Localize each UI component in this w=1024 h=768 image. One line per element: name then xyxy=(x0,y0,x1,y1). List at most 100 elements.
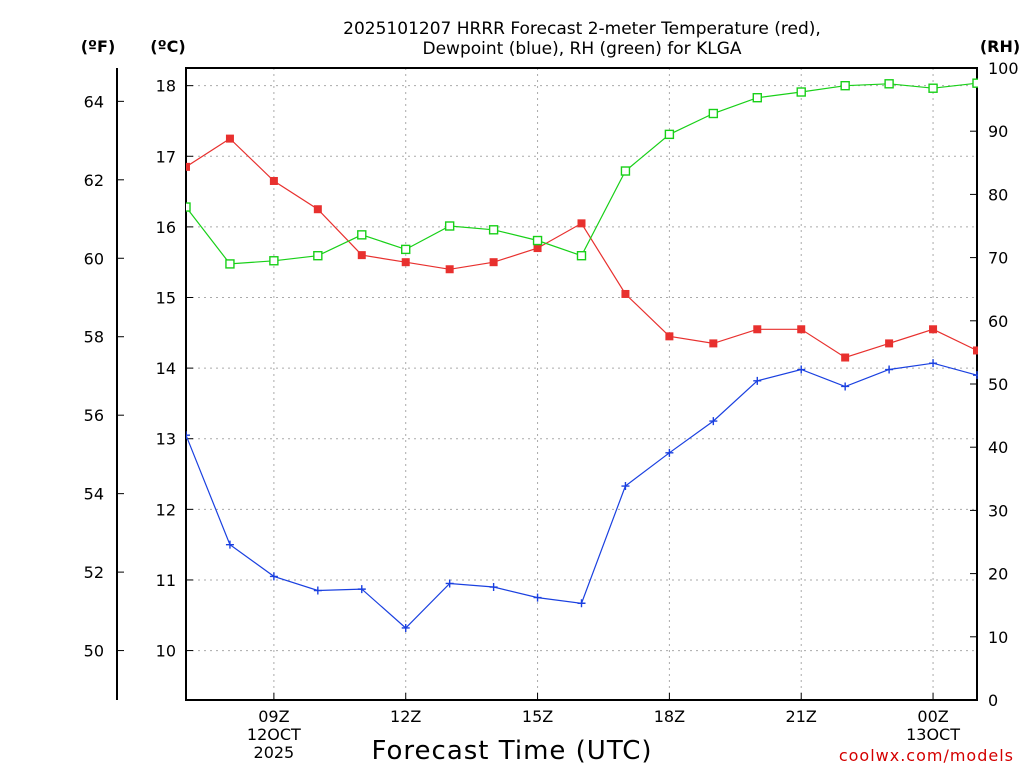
rh-tick-label: 10 xyxy=(988,628,1008,647)
rh-point xyxy=(928,83,938,93)
credit-text: coolwx.com/models xyxy=(839,746,1014,765)
dewpoint-point xyxy=(401,623,410,632)
dewpoint-point xyxy=(973,371,978,380)
rh-tick-label: 40 xyxy=(988,438,1008,457)
x-tick-label: 18Z xyxy=(654,707,685,726)
dewpoint-point xyxy=(225,540,234,549)
rh-point xyxy=(796,87,806,97)
data-series xyxy=(186,78,978,632)
dewpoint-point xyxy=(269,572,278,581)
rh-point xyxy=(620,166,631,176)
temperature-point xyxy=(357,251,366,260)
temperature-line xyxy=(186,137,978,359)
rh-tick-label: 90 xyxy=(988,122,1008,141)
x-tick-label: 15Z xyxy=(522,707,553,726)
temperature-point xyxy=(269,176,278,185)
dewpoint-point xyxy=(885,365,894,374)
rh-point xyxy=(532,235,543,246)
temperature-point xyxy=(797,325,806,334)
temperature-point xyxy=(929,325,938,334)
temperature-point xyxy=(665,332,674,341)
rh-point xyxy=(708,108,719,119)
temperature-point xyxy=(753,325,762,334)
dewpoint-point xyxy=(357,585,366,594)
dewpoint-point xyxy=(489,583,498,592)
celsius-tick-label: 14 xyxy=(156,359,176,378)
tick-labels: 10 11 12 13 14 15 16 17 18 50 52 54 56 58 60 62 64 0 10 20 3… xyxy=(84,59,1019,762)
fahrenheit-tick-label: 56 xyxy=(84,406,104,425)
dewpoint-point xyxy=(577,599,586,608)
rh-point xyxy=(664,129,675,140)
fahrenheit-tick-label: 60 xyxy=(84,249,104,268)
dewpoint-point xyxy=(665,448,674,457)
rh-point xyxy=(752,93,762,103)
rh-point xyxy=(401,244,411,255)
dewpoint-point xyxy=(186,431,190,440)
dewpoint-point xyxy=(709,417,718,426)
fahrenheit-tick-label: 54 xyxy=(84,485,104,504)
celsius-tick-label: 10 xyxy=(156,642,176,661)
temperature-point xyxy=(973,346,978,355)
x-tick-label: 09Z xyxy=(258,707,289,726)
chart-title-line-1: 2025101207 HRRR Forecast 2-meter Tempera… xyxy=(343,19,821,39)
celsius-tick-label: 13 xyxy=(156,430,176,449)
x-tick-label: 2025 xyxy=(254,743,295,762)
rh-tick-label: 0 xyxy=(988,691,998,710)
rh-tick-label: 60 xyxy=(988,312,1008,331)
axes xyxy=(116,67,978,701)
celsius-tick-label: 11 xyxy=(156,571,176,590)
temperature-point xyxy=(577,219,586,228)
temperature-point xyxy=(186,162,190,171)
temperature-point xyxy=(885,339,894,348)
dewpoint-point xyxy=(753,376,762,385)
rh-unit-label: (RH) xyxy=(980,37,1020,56)
fahrenheit-unit-label: (ºF) xyxy=(81,37,116,56)
temperature-point xyxy=(401,258,410,267)
temperature-point xyxy=(313,205,322,214)
rh-point xyxy=(576,251,587,261)
temperature-point xyxy=(841,353,850,362)
x-tick-label: 21Z xyxy=(786,707,817,726)
dewpoint-point xyxy=(313,586,322,595)
rh-point xyxy=(840,80,850,91)
rh-point xyxy=(444,221,455,231)
celsius-unit-label: (ºC) xyxy=(150,37,185,56)
celsius-tick-label: 15 xyxy=(156,288,176,307)
rh-point xyxy=(972,78,978,88)
celsius-tick-label: 18 xyxy=(156,77,176,96)
temperature-point xyxy=(489,258,498,267)
temperature-point xyxy=(709,339,718,348)
fahrenheit-tick-label: 58 xyxy=(84,328,104,347)
fahrenheit-tick-label: 52 xyxy=(84,563,104,582)
dewpoint-point xyxy=(929,359,938,368)
dewpoint-point xyxy=(533,593,542,602)
rh-point xyxy=(884,79,894,89)
rh-tick-label: 80 xyxy=(988,185,1008,204)
dewpoint-point xyxy=(621,482,630,491)
temperature-point xyxy=(621,289,630,298)
rh-tick-label: 100 xyxy=(988,59,1019,78)
dewpoint-point xyxy=(797,365,806,374)
fahrenheit-tick-label: 50 xyxy=(84,642,104,661)
dewpoint-point xyxy=(445,579,454,588)
fahrenheit-tick-label: 62 xyxy=(84,171,104,190)
x-tick-label: 00Z xyxy=(917,707,948,726)
temperature-point xyxy=(533,244,542,253)
rh-tick-label: 20 xyxy=(988,565,1008,584)
celsius-tick-label: 12 xyxy=(156,500,176,519)
x-tick-label: 12Z xyxy=(390,707,421,726)
temperature-point xyxy=(225,134,234,143)
celsius-tick-label: 17 xyxy=(156,147,176,166)
rh-tick-label: 30 xyxy=(988,501,1008,520)
x-tick-label: 12OCT xyxy=(247,725,301,744)
rh-point xyxy=(488,225,499,235)
dewpoint-point xyxy=(841,382,850,391)
rh-tick-label: 70 xyxy=(988,249,1008,268)
rh-point xyxy=(313,251,323,261)
rh-point xyxy=(186,202,191,212)
rh-point xyxy=(269,256,279,266)
rh-tick-label: 50 xyxy=(988,375,1008,394)
rh-point xyxy=(225,259,235,269)
dewpoint-line xyxy=(186,362,978,629)
